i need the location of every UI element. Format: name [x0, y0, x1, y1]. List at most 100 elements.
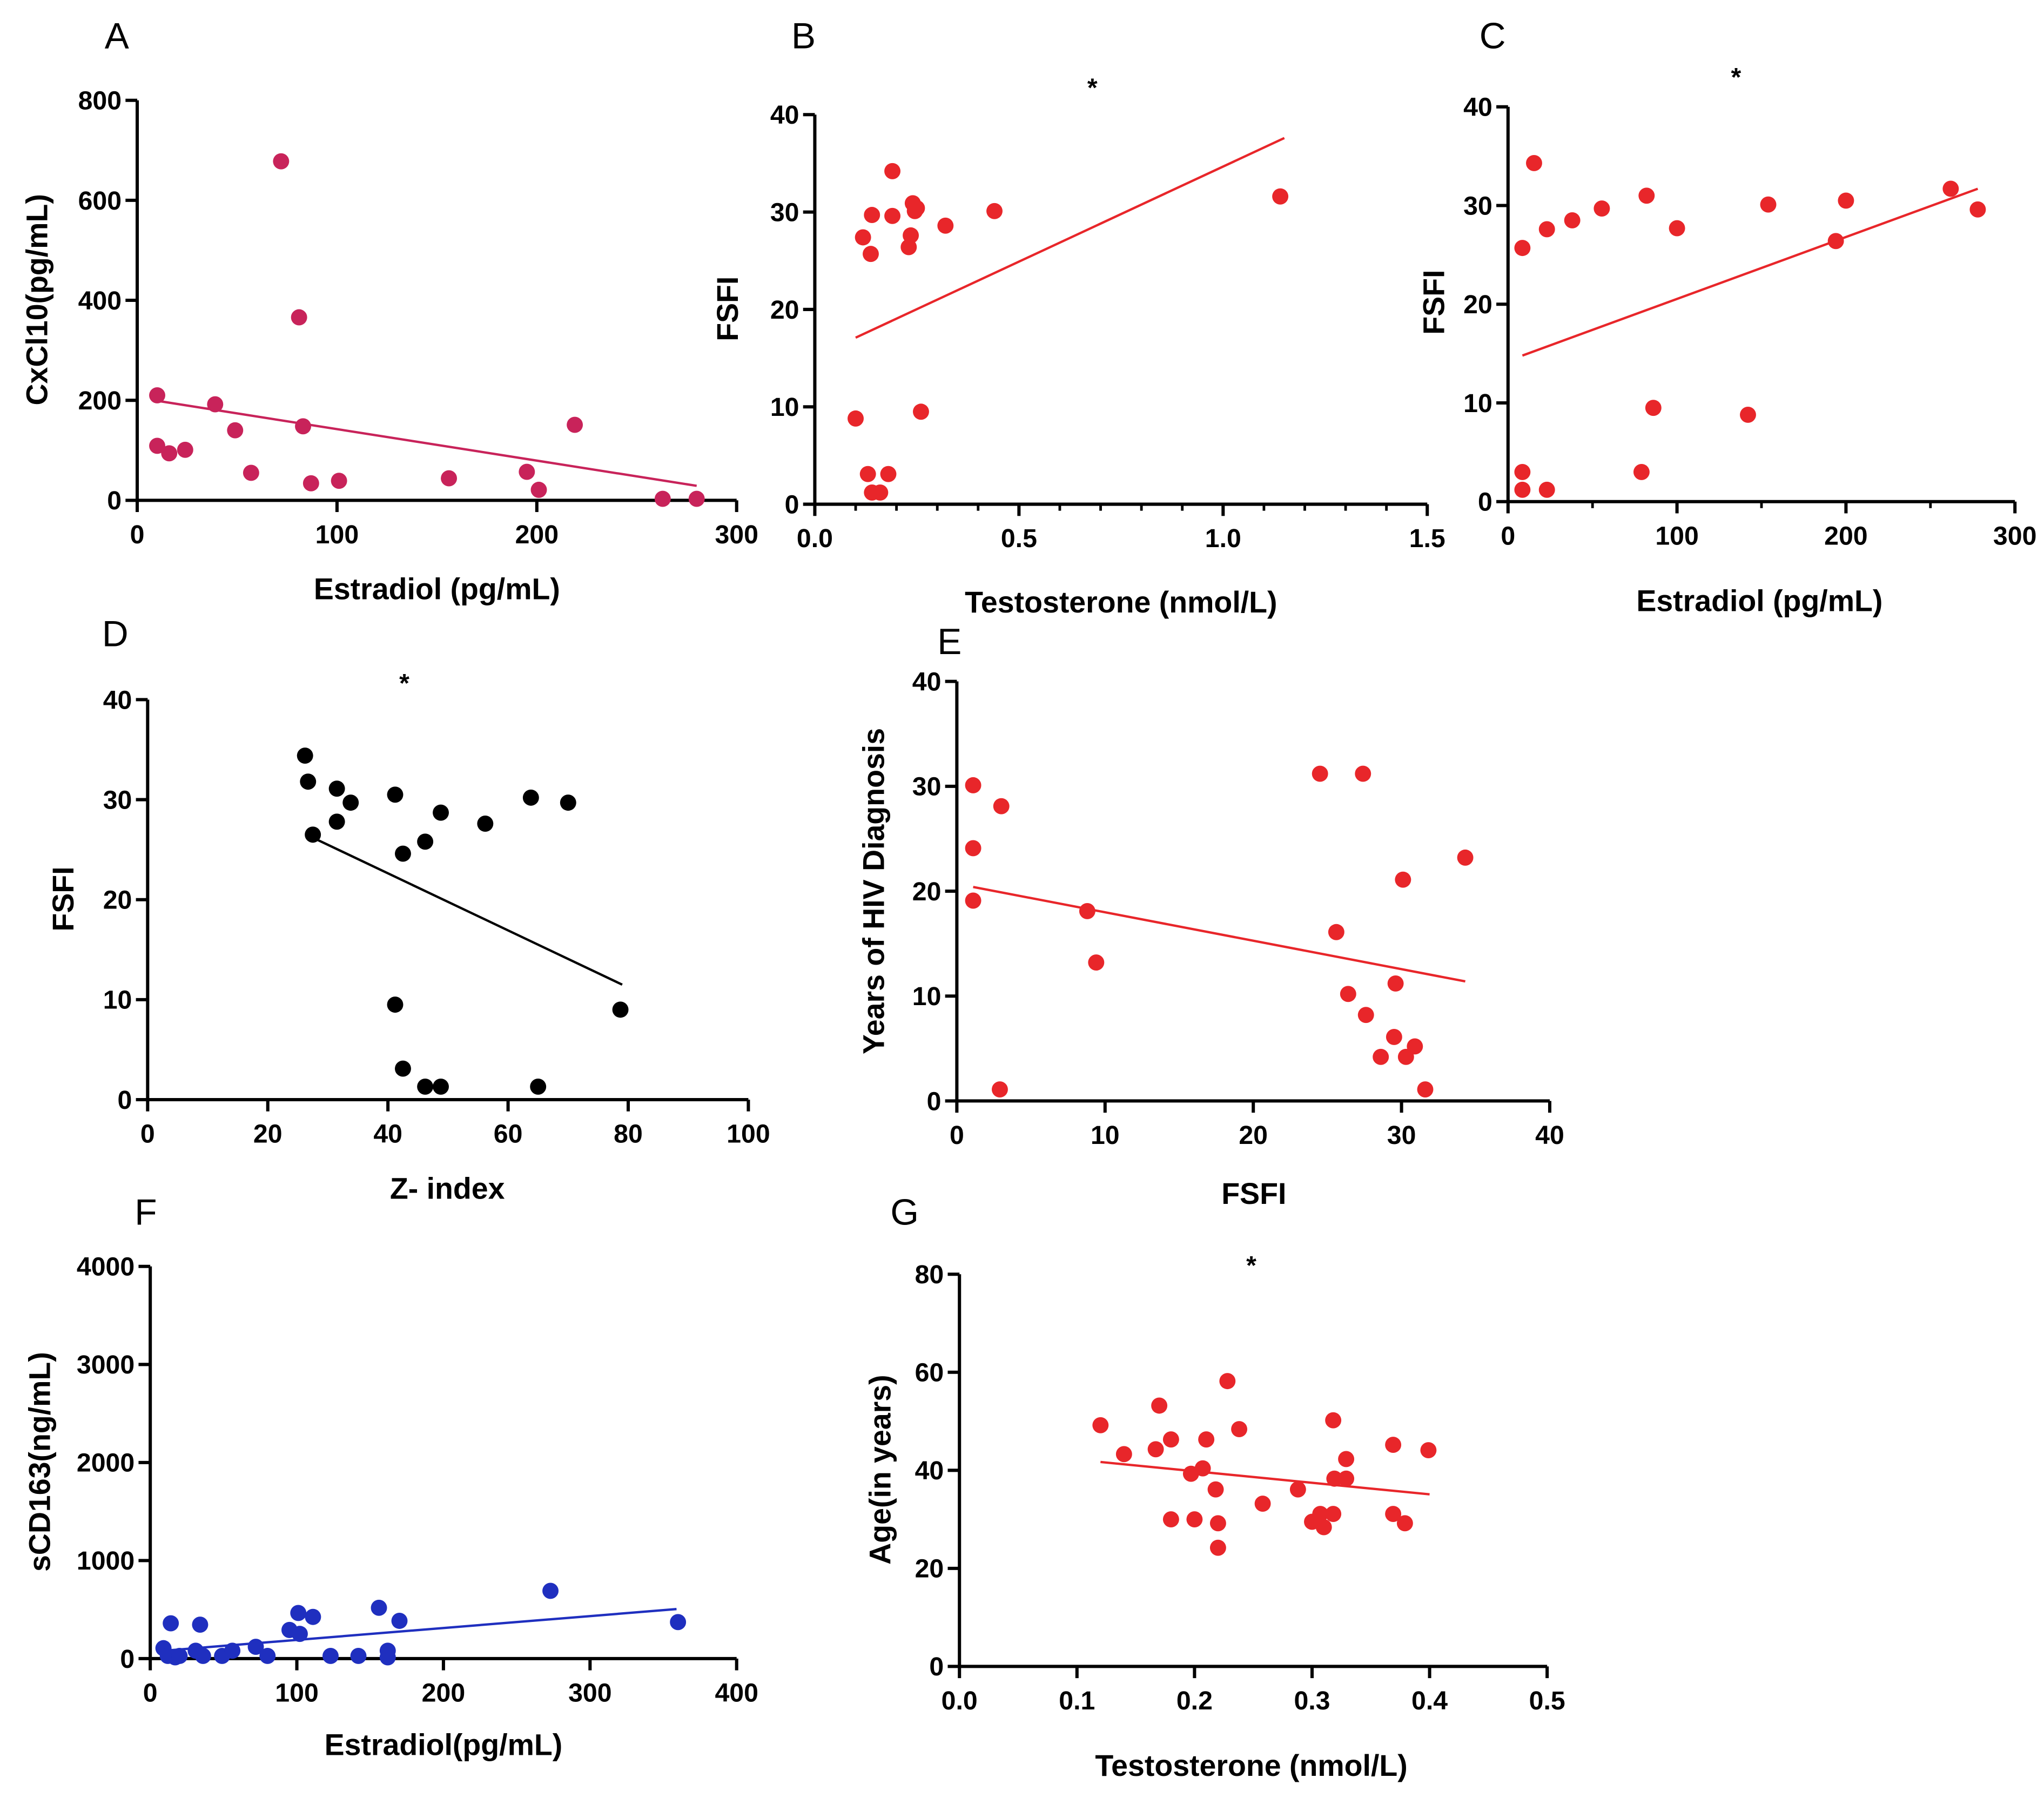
y-tick-label: 600	[78, 186, 122, 216]
data-point	[1514, 240, 1531, 257]
data-point	[1325, 1506, 1342, 1523]
data-point	[322, 1648, 339, 1664]
y-tick-label: 800	[78, 86, 122, 116]
data-point	[1219, 1373, 1236, 1390]
y-tick-label: 40	[770, 100, 799, 130]
data-point	[688, 490, 705, 507]
data-point	[1312, 765, 1328, 782]
data-point	[1407, 1038, 1423, 1055]
panel-letter: E	[937, 622, 962, 662]
data-point	[1326, 1470, 1343, 1487]
x-tick-label: 0	[143, 1678, 158, 1707]
y-tick-label: 20	[912, 877, 942, 906]
x-tick-label: 0.5	[1001, 524, 1037, 553]
panel-g: 0.0 0.1 0.2 0.3 0.4 0.5 0 20 40 60 80 G Testosterone…	[863, 1193, 1565, 1782]
panel-letter: G	[890, 1193, 919, 1233]
y-tick-label: 0	[120, 1645, 135, 1674]
data-point	[1760, 196, 1777, 213]
x-tick-label: 0.0	[942, 1686, 978, 1715]
data-point	[560, 794, 576, 811]
x-tick-label: 30	[1387, 1121, 1416, 1150]
panel-letter: B	[791, 16, 816, 56]
y-tick-label: 0	[1478, 488, 1492, 517]
y-tick-label: 200	[78, 386, 122, 415]
data-point	[243, 464, 259, 481]
y-axis-label: Age(in years)	[863, 1375, 897, 1564]
data-point	[880, 466, 897, 482]
data-point	[1969, 201, 1986, 218]
data-point	[1645, 400, 1662, 416]
data-point	[387, 786, 404, 803]
y-tick-label: 10	[103, 986, 132, 1015]
x-tick-label: 80	[614, 1120, 643, 1149]
panel-d: 0 20 40 60 80 100 0 10 20 30 40 D Z- index FSFI *	[46, 614, 770, 1206]
data-point	[1420, 1442, 1437, 1459]
data-point	[328, 813, 345, 830]
y-tick-label: 20	[915, 1554, 944, 1584]
data-point	[1338, 1451, 1355, 1467]
x-tick-label: 0	[140, 1120, 155, 1149]
x-axis-label: Z- index	[390, 1171, 505, 1205]
data-point	[1328, 924, 1344, 940]
significance-annotation: *	[1087, 73, 1098, 103]
x-tick-label: 40	[1535, 1121, 1564, 1150]
data-point	[227, 422, 244, 439]
regression-line	[163, 1608, 677, 1652]
data-point	[1162, 1431, 1179, 1448]
panel-a: 0 100 200 300 0 200 400 600 800 A Estradiol (pg/mL…	[21, 16, 758, 605]
data-point	[441, 470, 458, 487]
y-tick-label: 1000	[77, 1546, 135, 1575]
x-tick-label: 20	[253, 1120, 283, 1149]
y-axis-label: FSFI	[1417, 270, 1451, 335]
data-point	[863, 246, 879, 262]
data-point	[986, 203, 1003, 219]
data-point	[1209, 1539, 1226, 1556]
data-point	[161, 445, 178, 462]
x-tick-label: 400	[715, 1678, 758, 1707]
data-point	[171, 1648, 188, 1664]
data-point	[965, 840, 981, 857]
y-tick-label: 40	[1463, 93, 1492, 122]
x-axis-label: FSFI	[1221, 1177, 1286, 1210]
data-point	[194, 1648, 211, 1664]
x-tick-label: 100	[1655, 521, 1698, 550]
panel-letter: F	[135, 1193, 157, 1233]
data-point	[395, 845, 411, 862]
x-tick-label: 100	[275, 1678, 318, 1707]
data-point	[292, 1626, 308, 1642]
y-tick-label: 10	[770, 393, 799, 422]
y-tick-label: 40	[103, 685, 132, 715]
data-point	[848, 410, 864, 427]
data-point	[177, 441, 193, 458]
data-point	[1827, 233, 1844, 250]
y-axis-label: sCD163(ng/mL)	[23, 1352, 56, 1572]
data-point	[937, 217, 954, 234]
data-point	[1312, 1506, 1329, 1523]
data-point	[350, 1648, 367, 1664]
x-tick-label: 0	[130, 520, 145, 549]
x-tick-label: 300	[715, 520, 758, 549]
data-point	[417, 833, 434, 850]
data-point	[305, 1608, 321, 1625]
y-tick-label: 80	[915, 1260, 944, 1289]
regression-line	[1100, 1460, 1430, 1496]
data-point	[1254, 1496, 1271, 1512]
x-tick-label: 300	[1993, 521, 2036, 550]
y-tick-label: 0	[785, 490, 799, 519]
x-tick-label: 0.4	[1411, 1686, 1448, 1715]
data-point	[1633, 463, 1650, 480]
data-point	[192, 1617, 209, 1633]
data-point	[371, 1599, 387, 1616]
data-point	[1315, 1519, 1332, 1536]
data-point	[1669, 220, 1685, 237]
data-point	[433, 1078, 449, 1095]
panel-f: 0 100 200 300 40001000200030004000FEstradiol…	[23, 1193, 758, 1762]
data-point	[1417, 1081, 1434, 1098]
data-point	[1457, 849, 1474, 866]
panel-letter: C	[1480, 16, 1506, 56]
significance-annotation: *	[1731, 63, 1742, 92]
data-point	[855, 229, 871, 246]
data-point	[1079, 903, 1095, 919]
panel-letter: A	[105, 16, 129, 56]
data-point	[1115, 1446, 1132, 1463]
